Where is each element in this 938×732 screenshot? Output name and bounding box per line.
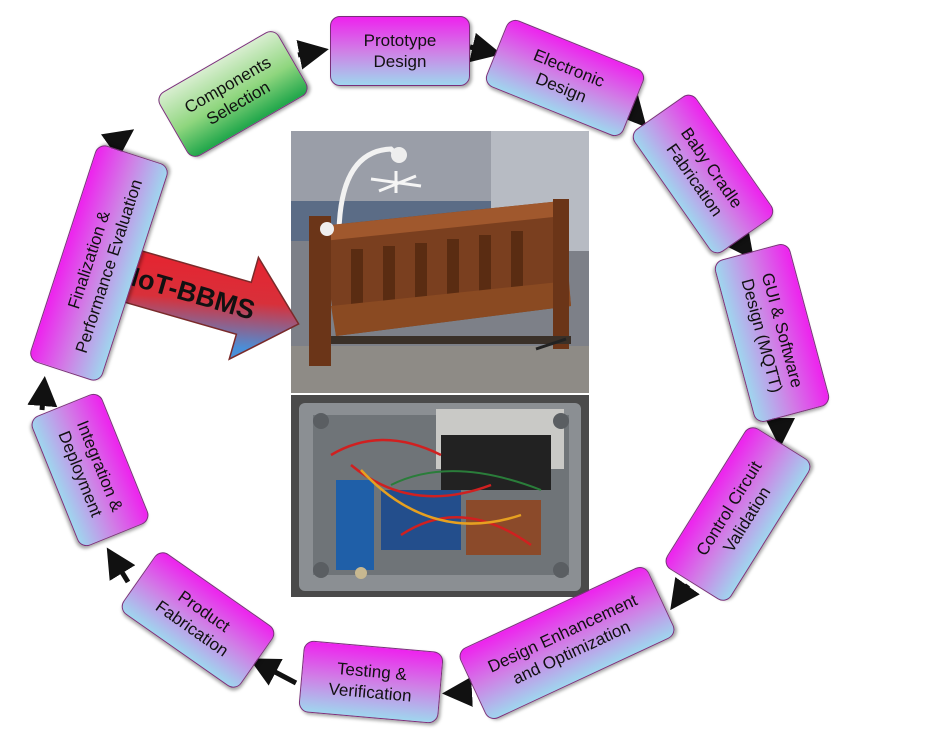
cradle-photo [291,131,589,393]
arrow-6 [670,577,700,611]
step-line: Design [373,52,427,71]
arrow-2 [469,32,502,63]
step-testing-verification: Testing & Verification [298,640,444,724]
arrow-9 [106,547,136,584]
arrow-1 [296,40,329,70]
iot-bbms-arrow: IoT-BBMS [123,249,300,361]
arrow-10 [27,376,58,411]
step-line: Prototype [363,31,437,50]
arrow-7 [442,676,473,707]
circuit-box-photo [291,395,589,597]
arrow-8 [249,658,298,686]
arrow-11 [101,129,135,159]
step-prototype-design: Prototype Design [330,16,470,86]
